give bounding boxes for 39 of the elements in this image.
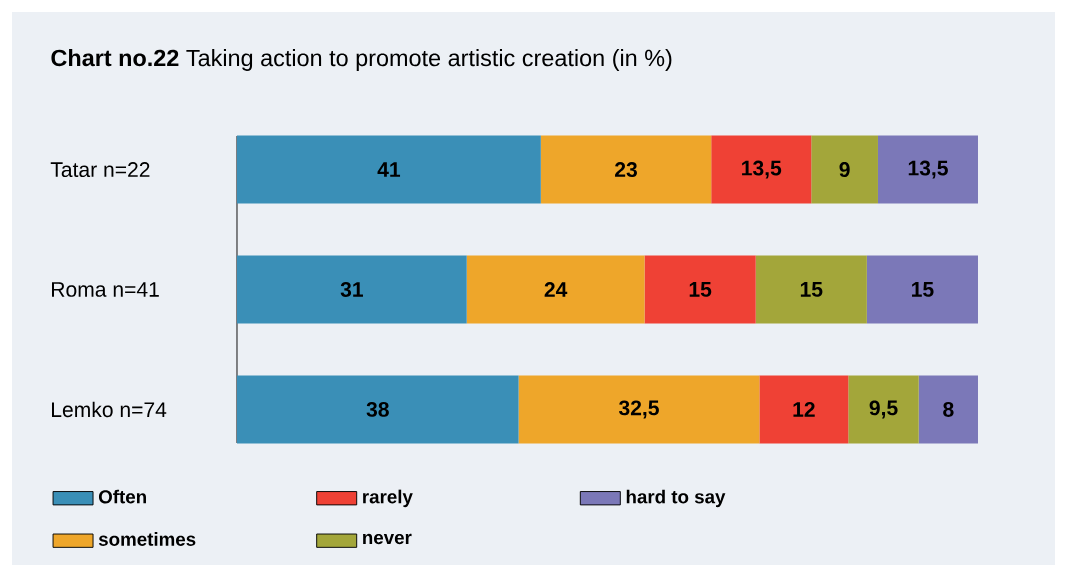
bar bbox=[236, 255, 467, 324]
data-label: 23 bbox=[615, 162, 637, 178]
bar bbox=[755, 255, 867, 324]
data-label: 41 bbox=[377, 162, 401, 177]
bar bbox=[848, 375, 919, 444]
data-label: 13,5 bbox=[908, 160, 948, 179]
data-label: 15 bbox=[912, 282, 934, 297]
data-label: 13,5 bbox=[742, 160, 782, 179]
bar bbox=[877, 135, 978, 204]
legend-label: rarely bbox=[363, 489, 413, 508]
bar bbox=[236, 135, 541, 204]
bar bbox=[518, 375, 760, 444]
bar bbox=[918, 375, 978, 444]
data-label: 9,5 bbox=[869, 400, 898, 419]
legend-label: never bbox=[363, 533, 412, 545]
data-label: 15 bbox=[689, 282, 712, 297]
data-label: 32,5 bbox=[618, 400, 659, 419]
bar bbox=[540, 135, 712, 204]
bar bbox=[466, 255, 645, 324]
bar bbox=[759, 375, 849, 444]
bar bbox=[711, 135, 812, 204]
bar bbox=[811, 135, 878, 204]
legend-label: hard to say bbox=[626, 489, 726, 508]
legend-label: Often bbox=[98, 489, 146, 504]
chart-title: Chart no.22 Taking action to promote artistic creation (in %) bbox=[51, 49, 672, 71]
y-tick-label: Tatar n=22 bbox=[50, 162, 150, 178]
data-label: 9 bbox=[839, 162, 850, 178]
y-tick-label: Lemko n=74 bbox=[52, 401, 167, 418]
data-label: 8 bbox=[943, 401, 954, 417]
data-label: 24 bbox=[544, 282, 568, 297]
data-label: 38 bbox=[366, 401, 389, 417]
data-label: 31 bbox=[340, 281, 363, 297]
data-label: 15 bbox=[800, 282, 823, 297]
data-label: 12 bbox=[793, 402, 815, 417]
bar bbox=[236, 375, 519, 444]
bar bbox=[866, 255, 978, 324]
y-tick-label: Roma n=41 bbox=[52, 282, 159, 297]
legend-label: sometimes bbox=[98, 532, 196, 546]
bar bbox=[644, 255, 756, 324]
